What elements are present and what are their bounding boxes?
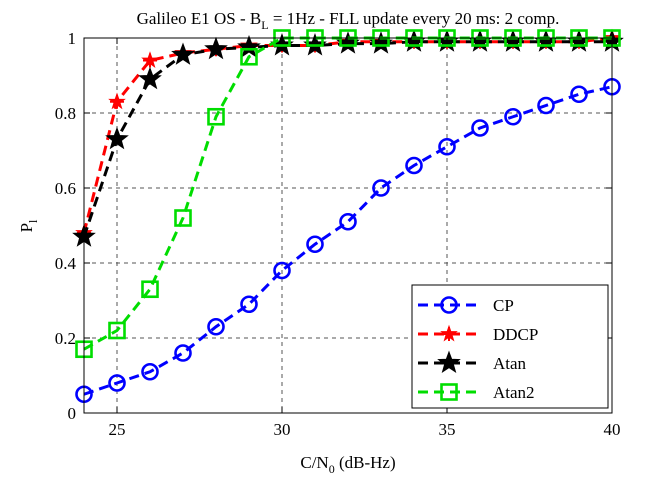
- data-point-cp: [405, 156, 423, 175]
- data-point-atan2: [141, 280, 159, 299]
- chart-title-subscript: L: [261, 18, 268, 32]
- y-tick-label: 1: [68, 29, 77, 48]
- data-point-cp: [438, 137, 456, 156]
- data-point-cp: [537, 96, 555, 115]
- x-tick-label: 30: [274, 420, 291, 439]
- x-tick-label: 25: [109, 420, 126, 439]
- legend-item-atan: Atan: [418, 350, 527, 374]
- data-point-cp: [273, 261, 291, 280]
- ticks: 25 30 35 40 0 0.2 0.4 0.6 0.8 1: [55, 29, 621, 439]
- legend-box: [411, 284, 609, 409]
- y-tick-label: 0.2: [55, 329, 76, 348]
- data-point-atan2: [240, 47, 258, 66]
- series-cp: [75, 77, 621, 404]
- data-point-atan2: [108, 321, 126, 340]
- data-point-cp: [504, 107, 522, 126]
- data-point-cp: [372, 179, 390, 197]
- legend-marker-atan: [437, 350, 461, 374]
- series-line-cp: [83, 85, 613, 396]
- chart-title: Galileo E1 OS - BL = 1Hz - FLL update ev…: [137, 9, 560, 32]
- legend-label-atan: Atan: [493, 354, 527, 373]
- data-point-atan: [138, 66, 162, 90]
- legend-marker-atan2: [440, 383, 458, 401]
- data-point-cp: [240, 295, 258, 314]
- series-line-atan: [82, 40, 612, 238]
- data-point-atan: [171, 42, 195, 65]
- data-point-atan: [105, 126, 129, 150]
- data-point-ddcp: [141, 51, 159, 69]
- data-point-cp: [141, 362, 159, 381]
- data-point-cp: [174, 344, 192, 362]
- x-tick-label: 40: [604, 420, 621, 439]
- data-point-cp: [339, 212, 357, 231]
- data-point-atan2: [207, 107, 225, 126]
- y-tick-label: 0: [68, 404, 77, 423]
- chart-title-main: Galileo E1 OS - B: [137, 9, 262, 28]
- legend-item-atan2: Atan2: [418, 383, 535, 402]
- data-point-cp: [471, 119, 489, 137]
- y-axis-label-subscript: l: [26, 219, 40, 223]
- data-point-atan: [204, 36, 228, 60]
- data-point-atan2: [174, 209, 192, 227]
- x-axis-label-main: C/N: [300, 453, 328, 472]
- legend: CP DDCP Atan Atan2: [411, 284, 609, 409]
- legend-label-cp: CP: [493, 296, 514, 315]
- data-point-cp: [207, 317, 225, 336]
- y-tick-label: 0.6: [55, 179, 76, 198]
- y-tick-label: 0.8: [55, 104, 76, 123]
- legend-label-atan2: Atan2: [493, 383, 535, 402]
- data-point-atan: [237, 34, 261, 58]
- legend-marker-cp: [440, 296, 458, 314]
- x-axis-label: C/N0 (dB-Hz): [300, 453, 395, 476]
- legend-marker-ddcp: [440, 324, 458, 342]
- legend-item-cp: CP: [418, 296, 514, 315]
- plot-frame: [83, 37, 613, 414]
- y-axis-label-main: P: [17, 223, 36, 232]
- x-tick-label: 35: [439, 420, 456, 439]
- x-axis-label-rest: (dB-Hz): [335, 453, 396, 472]
- y-tick-label: 0.4: [55, 254, 77, 273]
- data-point-cp: [108, 374, 126, 392]
- data-point-ddcp: [108, 92, 126, 110]
- legend-item-ddcp: DDCP: [418, 324, 538, 344]
- data-point-cp: [306, 235, 324, 254]
- chart-title-rest: = 1Hz - FLL update every 20 ms: 2 comp.: [269, 9, 560, 28]
- legend-label-ddcp: DDCP: [493, 325, 538, 344]
- x-axis-label-subscript: 0: [329, 462, 335, 476]
- y-axis-label: Pl: [17, 219, 40, 232]
- data-point-cp: [570, 85, 588, 104]
